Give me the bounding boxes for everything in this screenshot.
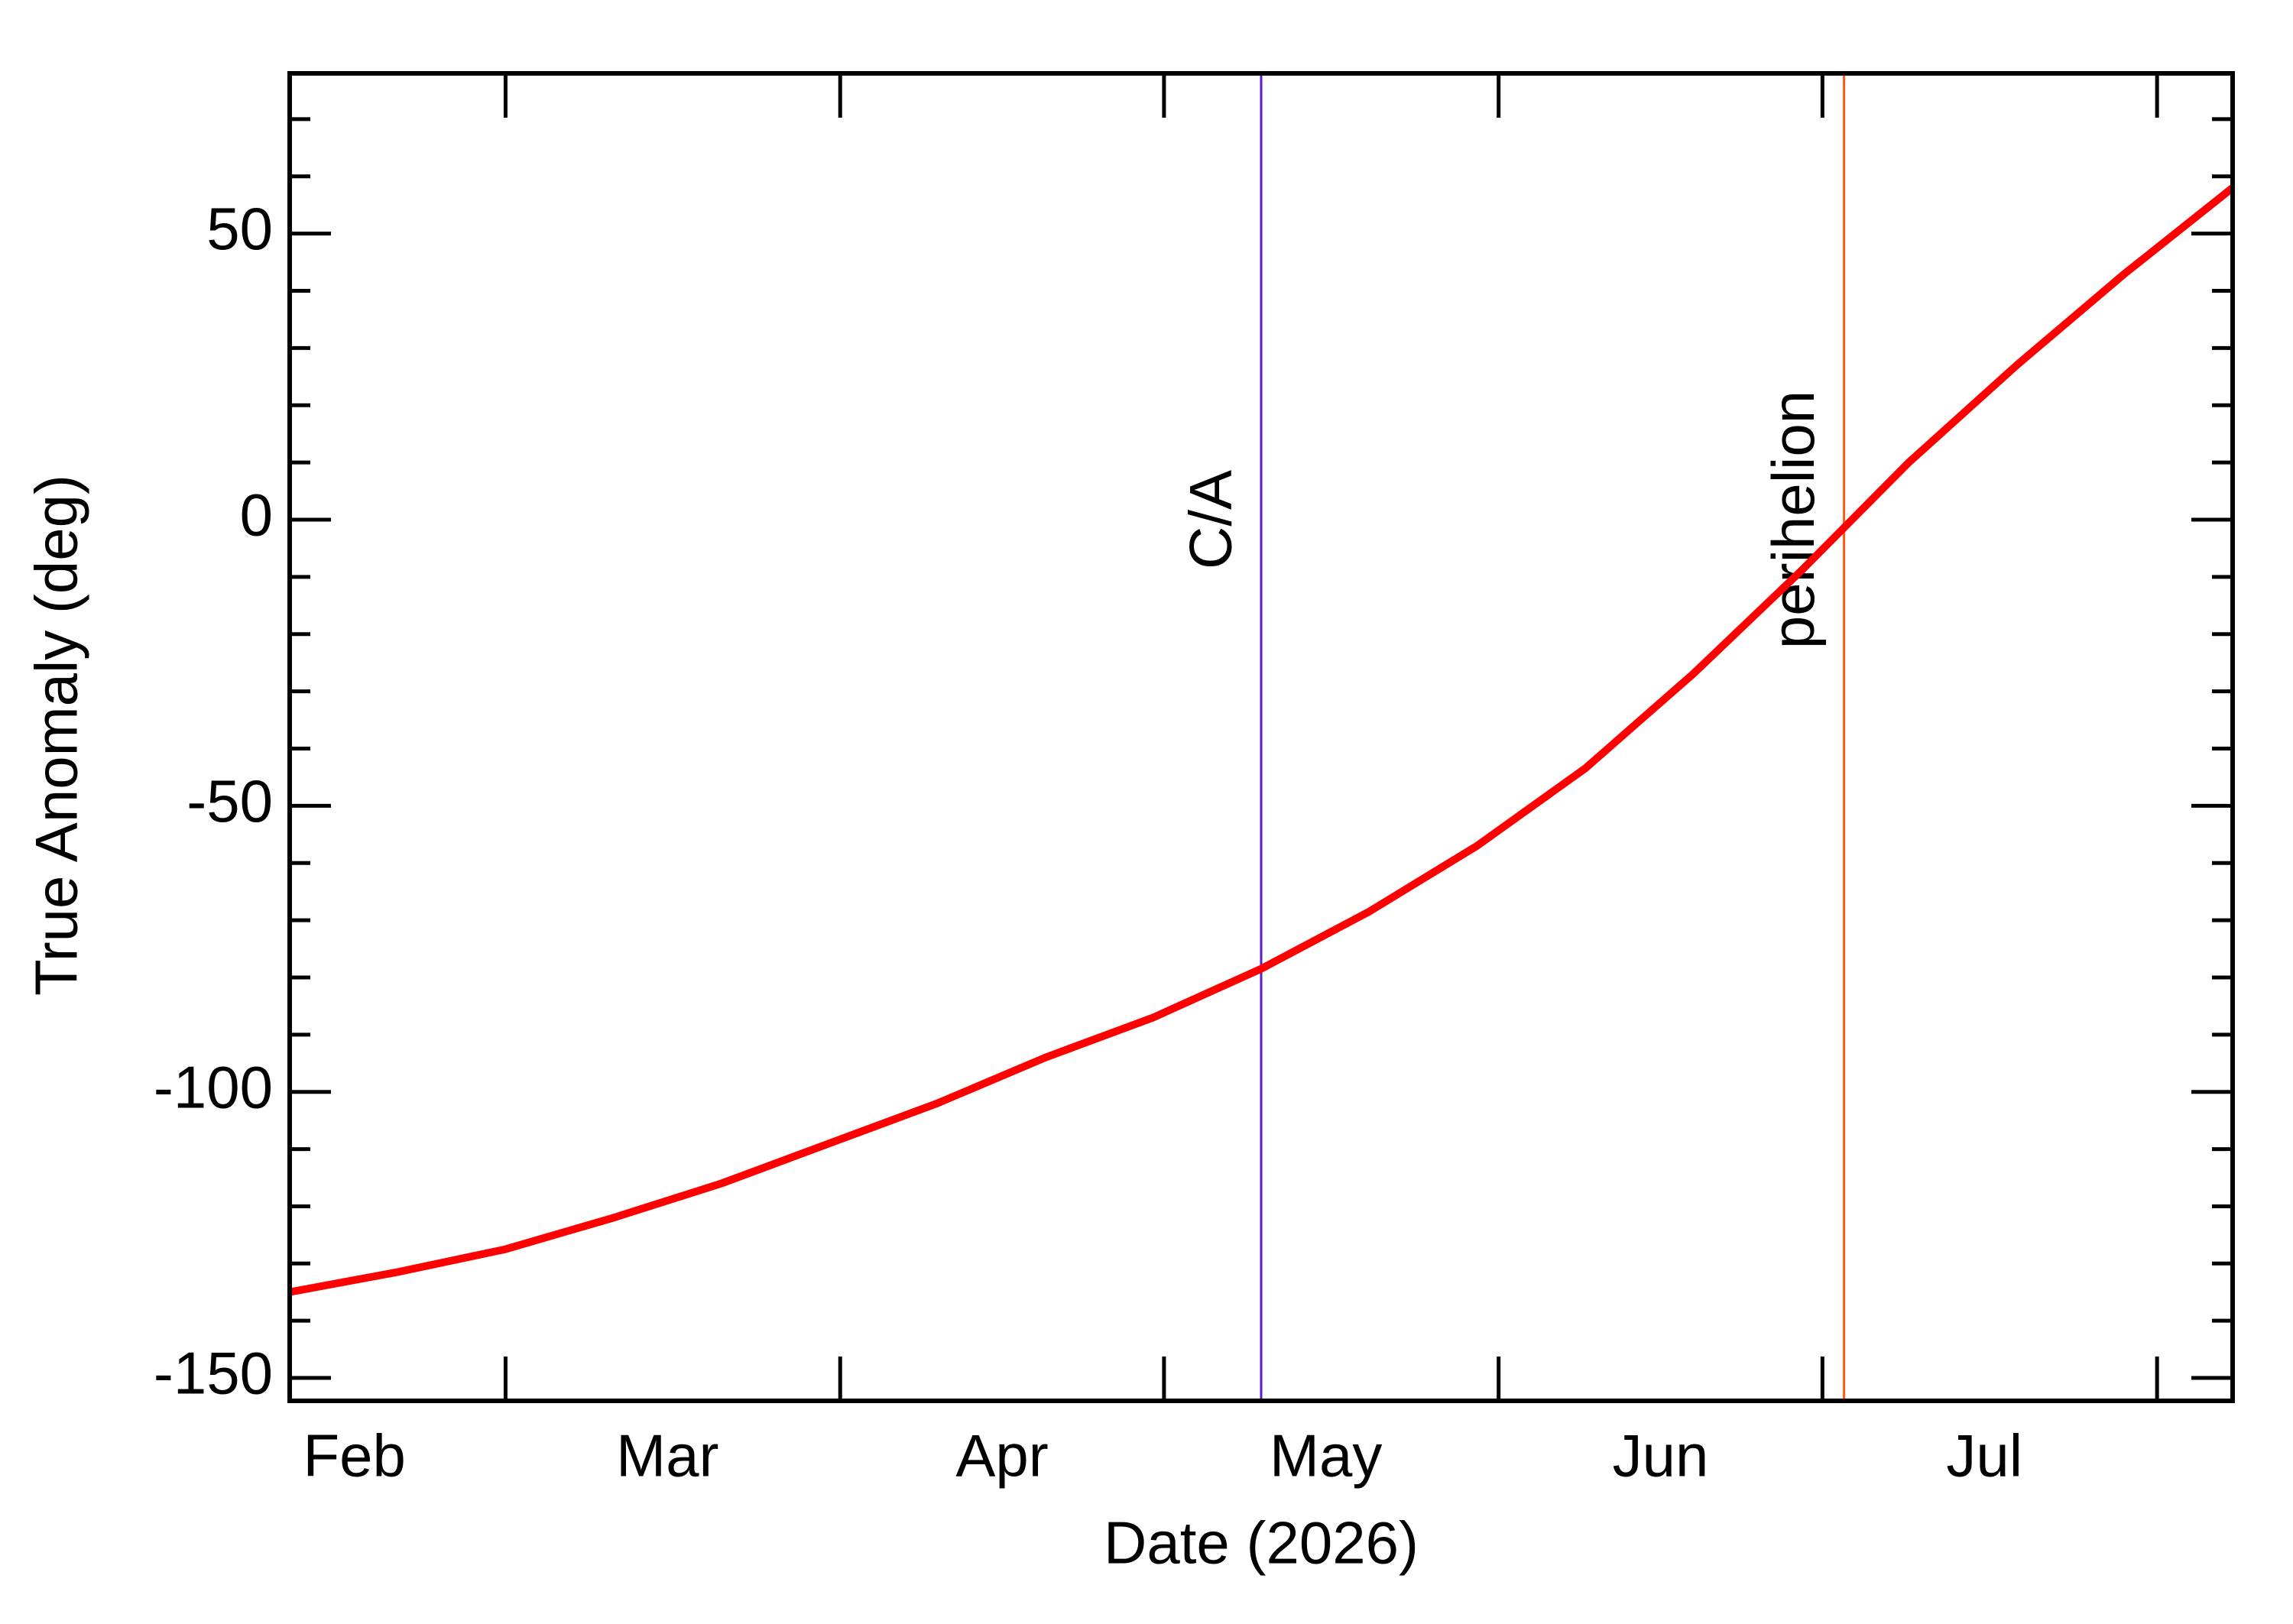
- marker-label: perihelion: [1759, 391, 1827, 649]
- x-axis-title: Date (2026): [1104, 1509, 1419, 1577]
- x-tick-label: Jun: [1613, 1422, 1709, 1489]
- y-axis-title: True Anomaly (deg): [23, 475, 90, 996]
- x-tick-label: Feb: [303, 1422, 406, 1489]
- y-tick-label: -100: [154, 1053, 273, 1120]
- x-tick-label: May: [1270, 1422, 1382, 1489]
- plot-frame: [287, 71, 2235, 1403]
- x-tick-label: Jul: [1946, 1422, 2022, 1489]
- x-tick-label: Mar: [616, 1422, 718, 1489]
- y-tick-label: -50: [186, 767, 273, 835]
- y-tick-label: 50: [206, 195, 273, 262]
- data-line: [289, 184, 2236, 1296]
- x-tick-label: Apr: [955, 1422, 1048, 1489]
- y-tick-label: 0: [240, 481, 273, 549]
- y-tick-label: -150: [154, 1340, 273, 1407]
- marker-label: C/A: [1177, 470, 1244, 569]
